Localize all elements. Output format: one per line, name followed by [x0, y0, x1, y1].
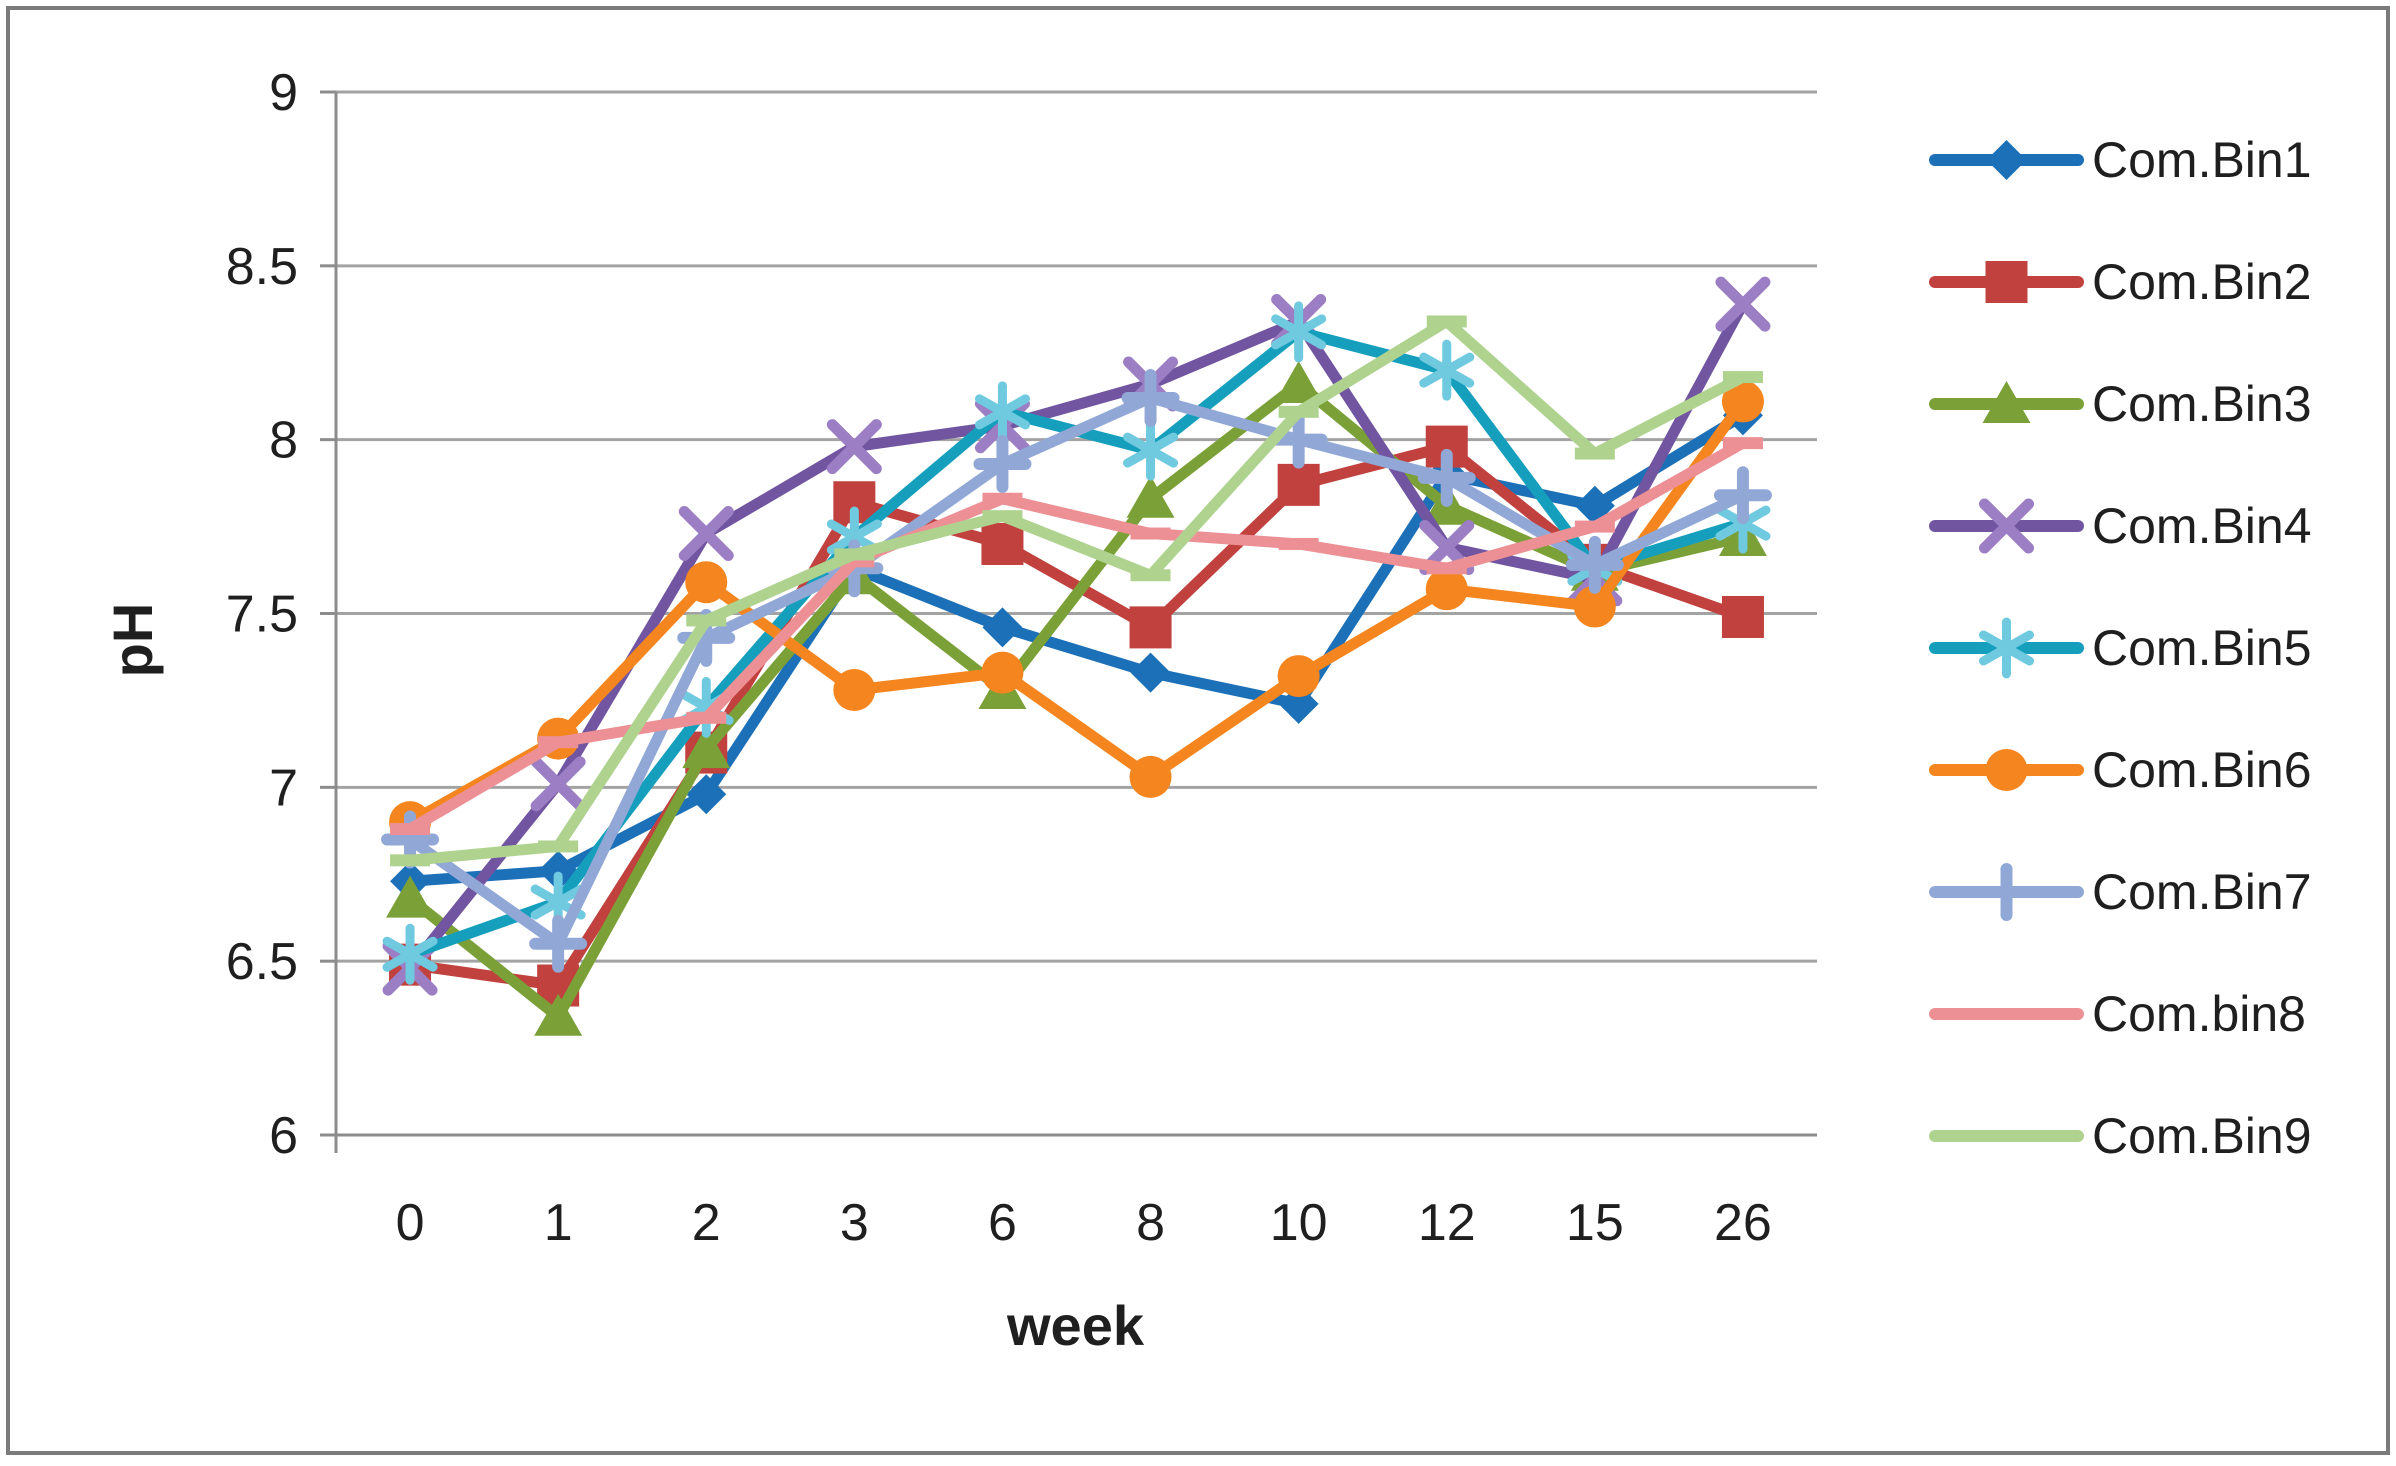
- x-tick-label-3: 3: [840, 1194, 869, 1252]
- legend-label-com-bin6: Com.Bin6: [2092, 742, 2312, 798]
- y-tick-label-6.5: 6.5: [226, 933, 298, 991]
- legend-label-com-bin4: Com.Bin4: [2092, 498, 2312, 554]
- series-com-bin9: [390, 315, 1763, 867]
- legend-item-com-bin3: Com.Bin3: [1929, 376, 2312, 432]
- legend-item-com-bin9: Com.Bin9: [1929, 1108, 2312, 1164]
- legend-label-com-bin3: Com.Bin3: [2092, 376, 2312, 432]
- legend-label-com-bin1: Com.Bin1: [2092, 132, 2312, 188]
- x-tick-label-15: 15: [1566, 1194, 1624, 1252]
- series-com-bin7: [381, 368, 1772, 973]
- y-tick-label-8: 8: [269, 412, 298, 470]
- x-tick-label-6: 6: [988, 1194, 1017, 1252]
- legend-item-com-bin1: Com.Bin1: [1929, 132, 2312, 188]
- series-com-bin3: [386, 361, 1767, 1036]
- legend-item-com-bin4: Com.Bin4: [1929, 498, 2312, 554]
- legend-item-com-bin2: Com.Bin2: [1929, 254, 2312, 310]
- legend-label-com-bin5: Com.Bin5: [2092, 620, 2312, 676]
- x-tick-label-12: 12: [1418, 1194, 1476, 1252]
- legend-label-com-bin9: Com.Bin9: [2092, 1108, 2312, 1164]
- legend-label-com-bin8: Com.bin8: [2092, 986, 2306, 1042]
- x-tick-label-2: 2: [692, 1194, 721, 1252]
- x-tick-label-26: 26: [1714, 1194, 1772, 1252]
- x-tick-label-1: 1: [544, 1194, 573, 1252]
- figure-border: [6, 6, 2390, 1455]
- y-axis-title: pH: [101, 603, 164, 678]
- y-tick-label-7.5: 7.5: [226, 586, 298, 644]
- y-tick-label-9: 9: [269, 64, 298, 122]
- y-tick-label-6: 6: [269, 1107, 298, 1165]
- x-axis-title: week: [1006, 1294, 1145, 1357]
- x-tick-label-10: 10: [1270, 1194, 1328, 1252]
- x-tick-label-0: 0: [396, 1194, 425, 1252]
- legend-item-com-bin7: Com.Bin7: [1929, 863, 2312, 921]
- y-tick-label-7: 7: [269, 759, 298, 817]
- legend-item-com-bin6: Com.Bin6: [1929, 742, 2312, 798]
- legend-item-com-bin8: Com.bin8: [1929, 986, 2306, 1042]
- legend-item-com-bin5: Com.Bin5: [1929, 617, 2312, 679]
- legend-label-com-bin7: Com.Bin7: [2092, 864, 2312, 920]
- legend-label-com-bin2: Com.Bin2: [2092, 254, 2312, 310]
- y-tick-label-8.5: 8.5: [226, 238, 298, 296]
- x-tick-label-8: 8: [1136, 1194, 1165, 1252]
